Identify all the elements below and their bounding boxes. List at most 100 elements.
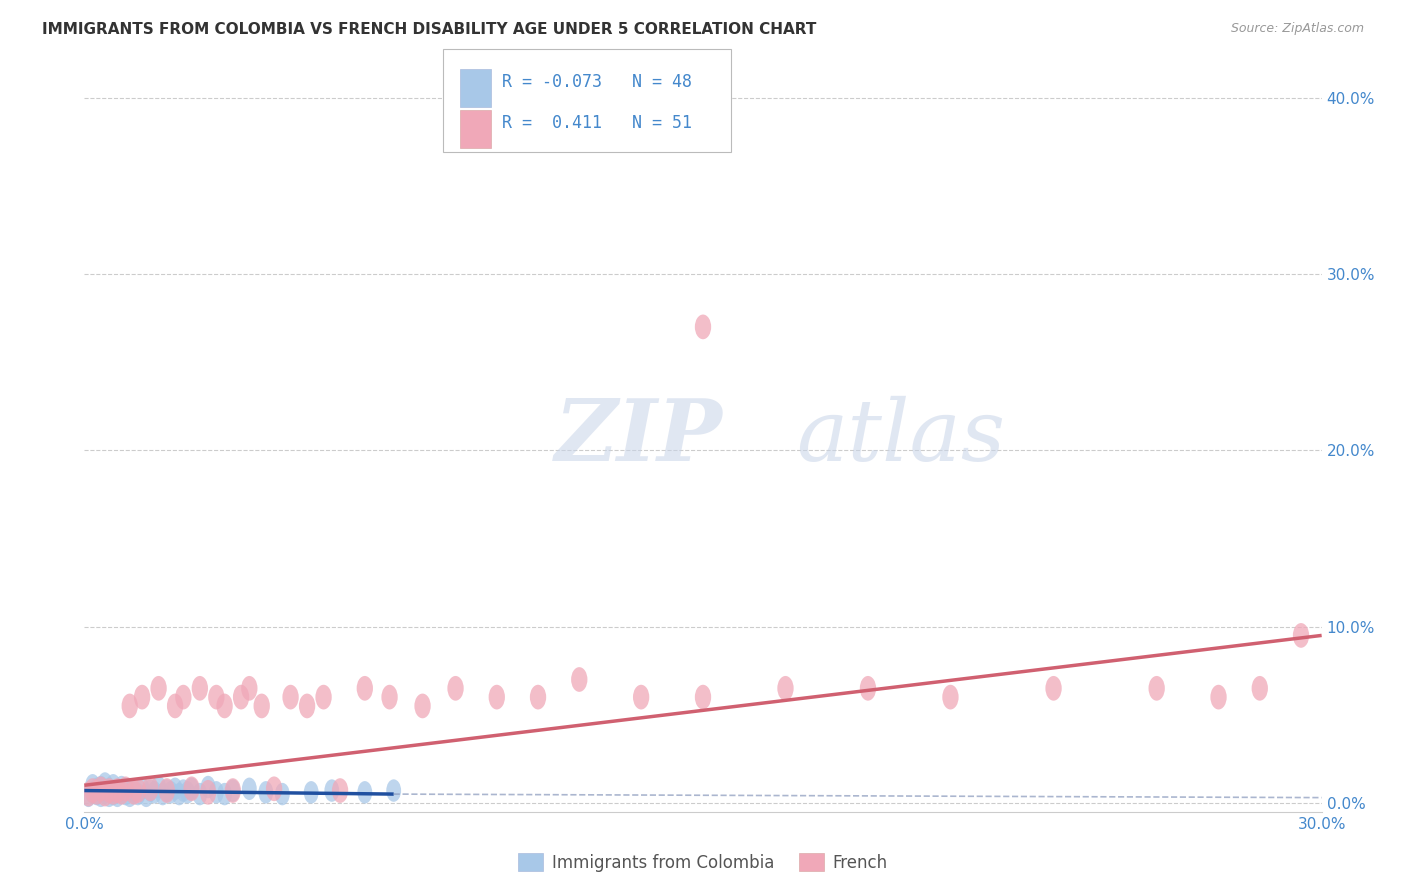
Ellipse shape (105, 783, 121, 805)
Ellipse shape (633, 685, 650, 709)
Ellipse shape (283, 685, 298, 709)
Ellipse shape (93, 776, 110, 801)
Ellipse shape (266, 776, 283, 801)
Ellipse shape (200, 780, 217, 805)
Ellipse shape (778, 676, 793, 701)
Ellipse shape (381, 685, 398, 709)
Ellipse shape (193, 783, 207, 805)
Ellipse shape (101, 778, 117, 803)
Ellipse shape (105, 780, 121, 805)
Text: Source: ZipAtlas.com: Source: ZipAtlas.com (1230, 22, 1364, 36)
Ellipse shape (276, 783, 290, 805)
Ellipse shape (148, 781, 162, 804)
Ellipse shape (201, 776, 215, 798)
Ellipse shape (1251, 676, 1268, 701)
Ellipse shape (325, 780, 339, 802)
Ellipse shape (242, 676, 257, 701)
Ellipse shape (357, 676, 373, 701)
Ellipse shape (695, 315, 711, 339)
Ellipse shape (134, 685, 150, 709)
Text: atlas: atlas (796, 396, 1005, 478)
Ellipse shape (122, 785, 138, 807)
Ellipse shape (97, 772, 112, 795)
Text: R = -0.073   N = 48: R = -0.073 N = 48 (502, 73, 692, 91)
Ellipse shape (118, 776, 134, 801)
Ellipse shape (225, 780, 240, 802)
Ellipse shape (135, 778, 149, 800)
Ellipse shape (259, 781, 273, 804)
Ellipse shape (225, 778, 240, 803)
Ellipse shape (332, 778, 349, 803)
Ellipse shape (97, 781, 112, 806)
Ellipse shape (167, 694, 183, 718)
Ellipse shape (82, 785, 96, 807)
Ellipse shape (152, 776, 166, 798)
Ellipse shape (80, 781, 97, 806)
Ellipse shape (172, 783, 187, 805)
Ellipse shape (695, 685, 711, 709)
Ellipse shape (142, 776, 159, 801)
Ellipse shape (163, 781, 179, 804)
Text: IMMIGRANTS FROM COLOMBIA VS FRENCH DISABILITY AGE UNDER 5 CORRELATION CHART: IMMIGRANTS FROM COLOMBIA VS FRENCH DISAB… (42, 22, 817, 37)
Ellipse shape (159, 778, 174, 803)
Legend: Immigrants from Colombia, French: Immigrants from Colombia, French (512, 847, 894, 879)
Ellipse shape (176, 685, 191, 709)
Ellipse shape (183, 776, 200, 801)
Ellipse shape (180, 781, 195, 804)
Ellipse shape (93, 785, 108, 807)
Ellipse shape (1294, 623, 1309, 648)
Ellipse shape (118, 783, 134, 805)
Ellipse shape (571, 667, 588, 692)
Ellipse shape (167, 778, 183, 800)
Ellipse shape (150, 676, 167, 701)
Ellipse shape (217, 783, 232, 805)
Ellipse shape (129, 778, 146, 803)
Ellipse shape (155, 783, 170, 805)
Ellipse shape (447, 676, 464, 701)
Ellipse shape (118, 778, 134, 800)
Ellipse shape (159, 780, 174, 802)
Ellipse shape (184, 778, 200, 800)
Ellipse shape (233, 685, 249, 709)
Ellipse shape (127, 781, 141, 804)
Text: ZIP: ZIP (554, 395, 723, 479)
Ellipse shape (97, 781, 112, 804)
Ellipse shape (93, 776, 108, 798)
Ellipse shape (489, 685, 505, 709)
Ellipse shape (125, 780, 142, 805)
Ellipse shape (208, 685, 225, 709)
Ellipse shape (357, 781, 373, 804)
Ellipse shape (114, 780, 129, 805)
Ellipse shape (176, 780, 191, 802)
Ellipse shape (209, 781, 224, 804)
Ellipse shape (90, 783, 104, 805)
Ellipse shape (315, 685, 332, 709)
Ellipse shape (121, 694, 138, 718)
Ellipse shape (1149, 676, 1164, 701)
Ellipse shape (84, 778, 101, 803)
Ellipse shape (217, 694, 233, 718)
Ellipse shape (101, 778, 117, 800)
Ellipse shape (191, 676, 208, 701)
Ellipse shape (131, 783, 145, 805)
Ellipse shape (143, 780, 157, 802)
Ellipse shape (1211, 685, 1226, 709)
Ellipse shape (110, 778, 125, 803)
Ellipse shape (86, 781, 100, 804)
Ellipse shape (89, 780, 105, 805)
Ellipse shape (139, 785, 153, 807)
Ellipse shape (122, 780, 138, 802)
Ellipse shape (86, 774, 100, 797)
Ellipse shape (304, 781, 319, 804)
Ellipse shape (860, 676, 876, 701)
Ellipse shape (114, 781, 129, 804)
Ellipse shape (110, 785, 125, 807)
Ellipse shape (415, 694, 430, 718)
Ellipse shape (530, 685, 546, 709)
Ellipse shape (387, 780, 401, 802)
Ellipse shape (114, 776, 129, 798)
Ellipse shape (299, 694, 315, 718)
Ellipse shape (105, 774, 121, 797)
Ellipse shape (101, 785, 117, 807)
Ellipse shape (942, 685, 959, 709)
